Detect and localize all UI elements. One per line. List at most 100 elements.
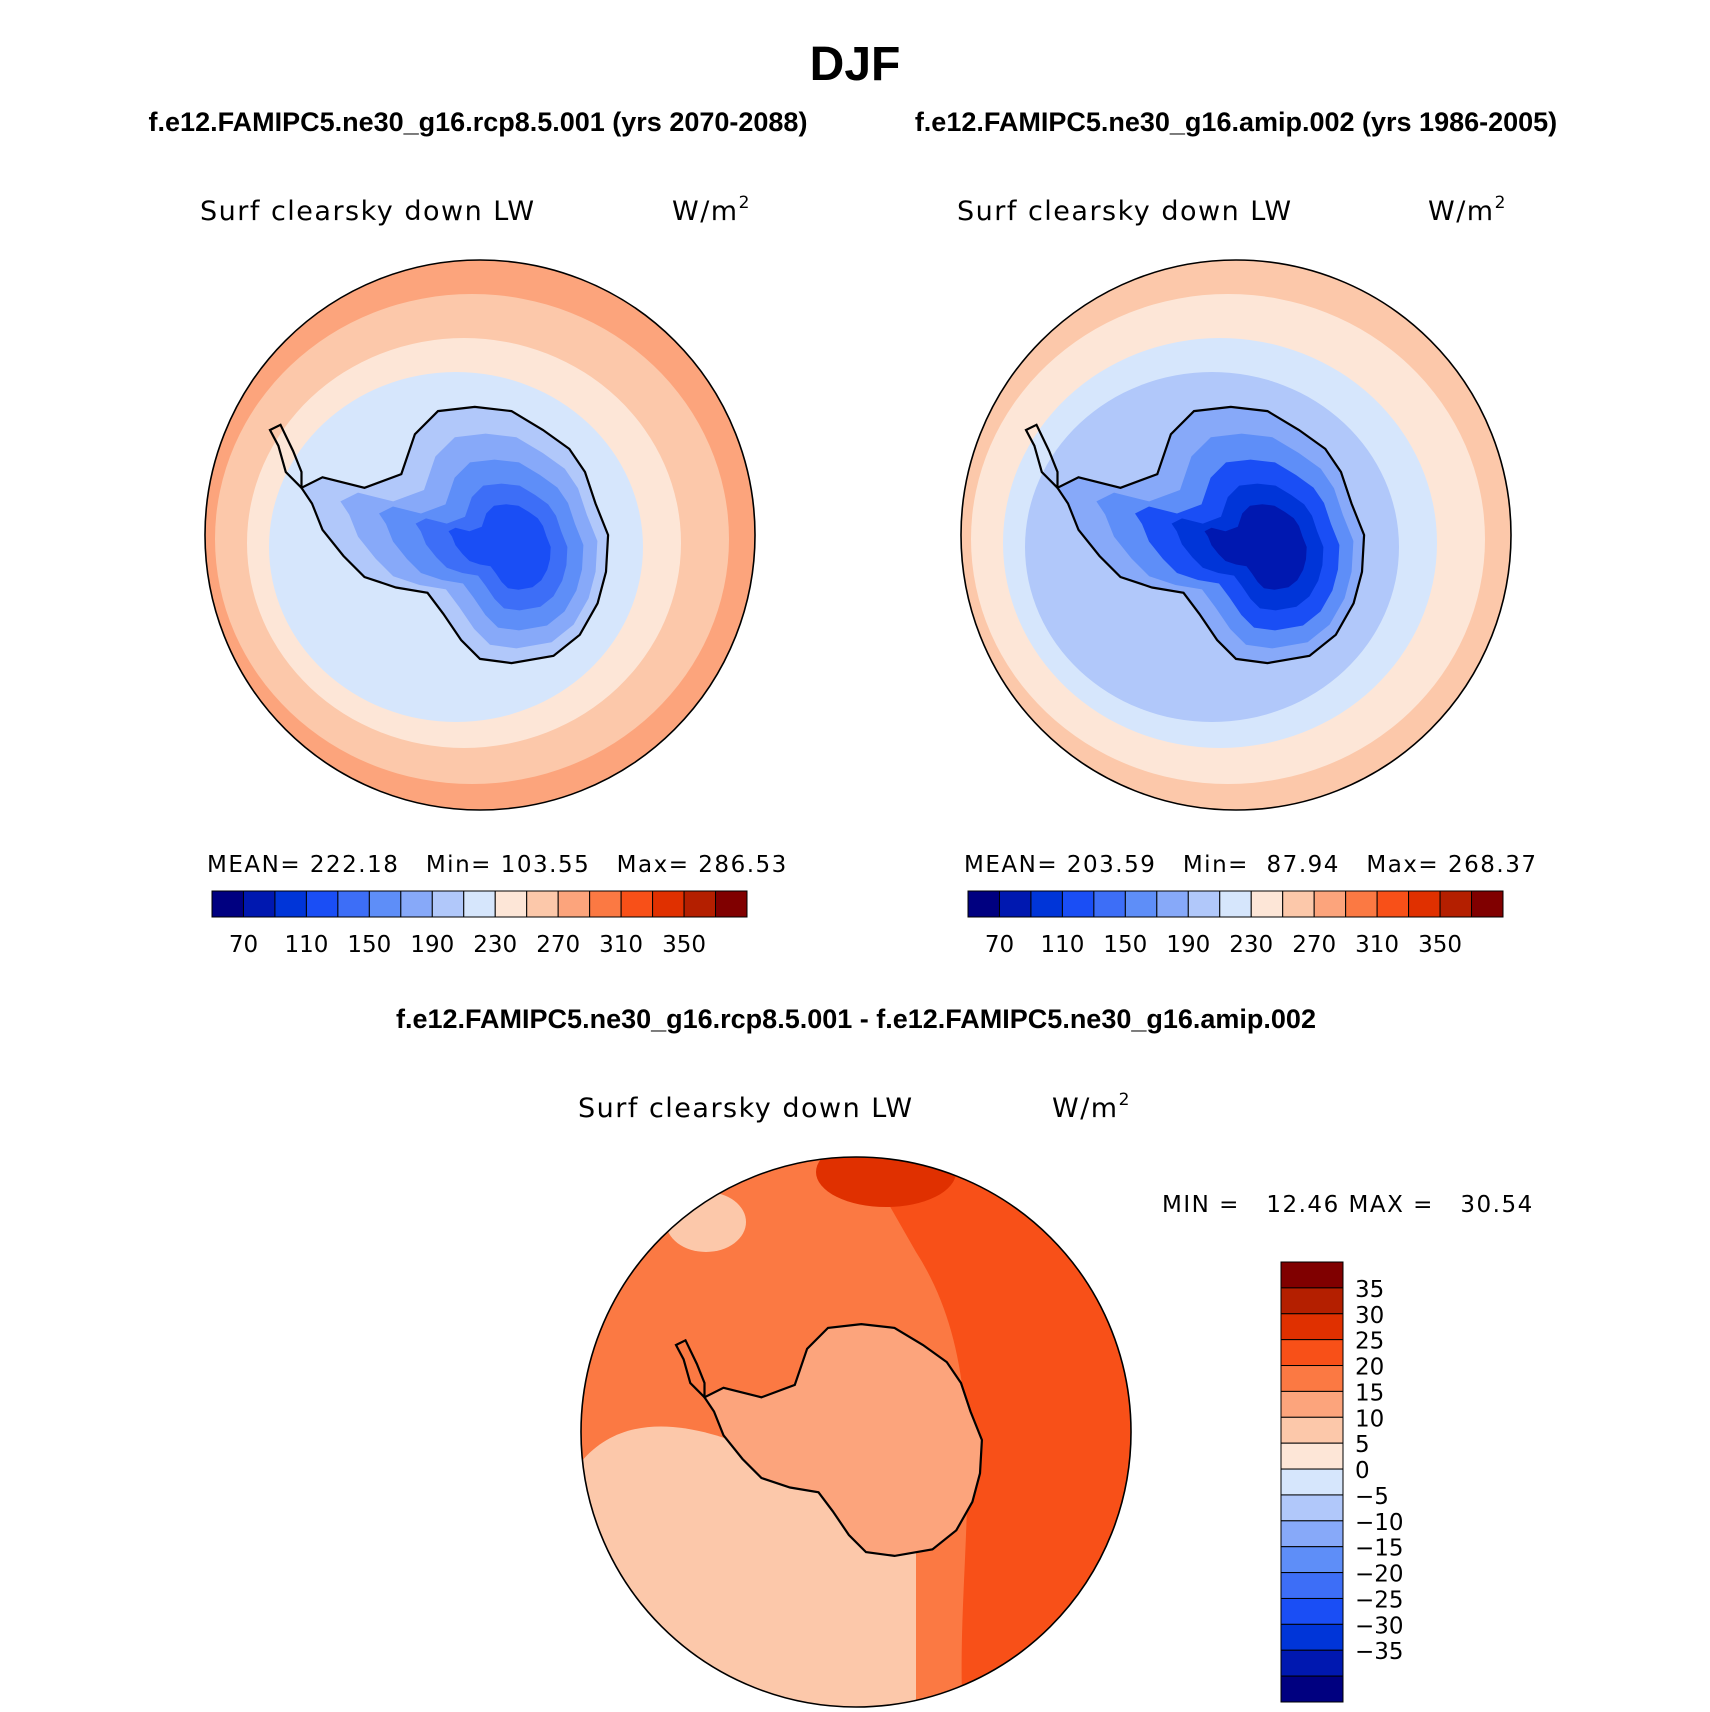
colorbar-diff-tick-label: 35	[1355, 1277, 1384, 1303]
colorbar-diff-tick-label: −15	[1355, 1536, 1404, 1562]
map-diff-coastline	[702, 1322, 984, 1558]
colorbar-right-tick-label: 70	[985, 932, 1014, 958]
case-title-diff: f.e12.FAMIPC5.ne30_g16.rcp8.5.001 - f.e1…	[396, 1004, 1316, 1034]
colorbar-diff-swatch	[1280, 1416, 1344, 1444]
colorbar-left-swatch	[368, 890, 402, 918]
colorbar-left: 70 110 150 190 230 270 310 350	[211, 890, 748, 958]
case-title-right: f.e12.FAMIPC5.ne30_g16.amip.002 (yrs 198…	[915, 107, 1557, 137]
colorbar-left-swatch	[242, 890, 276, 918]
colorbar-diff-tick-label: −25	[1355, 1587, 1404, 1613]
colorbar-left-tick-label: 70	[229, 932, 258, 958]
colorbar-left-tick-label: 230	[473, 932, 517, 958]
colorbar-right-tick-label: 310	[1355, 932, 1399, 958]
map-diff-zone-3	[836, 1157, 1131, 1707]
colorbar-diff-tick-label: 25	[1355, 1329, 1384, 1355]
colorbar-diff-swatch	[1280, 1442, 1344, 1470]
colorbar-left-tick-label: 150	[347, 932, 391, 958]
colorbar-right-swatch	[1345, 890, 1378, 918]
variable-label-left: Surf clearsky down LW	[200, 196, 536, 227]
map-right-zone-8	[1204, 504, 1307, 590]
colorbar-right-swatch	[1376, 890, 1410, 918]
colorbar-diff-tick-label: −10	[1355, 1510, 1404, 1536]
map-diff-peninsula	[674, 1338, 706, 1400]
colorbar-left-swatch	[337, 890, 370, 918]
colorbar-right-swatch	[1156, 890, 1189, 918]
colorbar-diff-swatch	[1280, 1520, 1344, 1548]
colorbar-diff-tick-label: 15	[1355, 1380, 1384, 1406]
map-right-peninsula	[1024, 423, 1059, 491]
colorbar-right-tick-label: 350	[1418, 932, 1462, 958]
map-left-peninsula	[268, 423, 303, 491]
colorbar-left-swatch	[305, 890, 339, 918]
colorbar-right-tick-label: 110	[1040, 932, 1084, 958]
colorbar-right-swatch	[998, 890, 1032, 918]
colorbar-left-swatch	[557, 890, 591, 918]
colorbar-right-swatch	[967, 890, 1000, 918]
colorbar-right-tick-label: 190	[1166, 932, 1210, 958]
colorbar-diff-tick-label: 0	[1355, 1458, 1370, 1484]
colorbar-left-swatch	[494, 890, 528, 918]
colorbar-left-swatch	[431, 890, 465, 918]
colorbar-right-swatch	[1439, 890, 1473, 918]
colorbar-left-swatch	[620, 890, 654, 918]
colorbar-right-swatch	[1093, 890, 1126, 918]
colorbar-diff-swatch	[1280, 1339, 1344, 1367]
colorbar-right-tick-label: 150	[1103, 932, 1147, 958]
colorbar-left-swatch	[211, 890, 244, 918]
colorbar-diff-swatch	[1280, 1313, 1344, 1341]
colorbar-left-swatch	[715, 890, 748, 918]
colorbar-right-swatch	[1030, 890, 1063, 918]
colorbar-diff-tick-label: −20	[1355, 1562, 1404, 1588]
stats-diff: MIN = 12.46 MAX = 30.54	[1162, 1192, 1534, 1218]
colorbar-diff-swatch	[1280, 1494, 1344, 1522]
units-label-diff: W/m2	[1052, 1090, 1131, 1124]
map-diff	[581, 1157, 1131, 1707]
colorbar-diff-swatch	[1280, 1468, 1344, 1496]
colorbar-diff-swatch	[1280, 1261, 1344, 1289]
colorbar-diff-tick-label: 30	[1355, 1303, 1384, 1329]
map-right	[961, 260, 1511, 810]
units-label-right: W/m2	[1428, 193, 1507, 227]
colorbar-right: 70 110 150 190 230 270 310 350	[967, 890, 1504, 958]
colorbar-diff-swatch	[1280, 1390, 1344, 1418]
colorbar-left-tick-label: 270	[536, 932, 580, 958]
colorbar-diff-tick-label: −5	[1355, 1484, 1389, 1510]
colorbar-right-tick-label: 230	[1229, 932, 1273, 958]
colorbar-right-swatch	[1124, 890, 1158, 918]
colorbar-diff-swatch	[1280, 1287, 1344, 1315]
colorbar-right-swatch	[1313, 890, 1347, 918]
colorbar-left-swatch	[683, 890, 717, 918]
colorbar-diff-swatch	[1280, 1546, 1344, 1574]
colorbar-left-tick-label: 110	[284, 932, 328, 958]
colorbar-diff-tick-label: 20	[1355, 1355, 1384, 1381]
map-right-coastline	[1055, 405, 1366, 665]
map-left-zone-8	[448, 504, 551, 590]
colorbar-right-swatch	[1471, 890, 1504, 918]
stats-left: MEAN= 222.18 Min= 103.55 Max= 286.53	[207, 852, 788, 878]
colorbar-right-swatch	[1282, 890, 1315, 918]
colorbar-diff-swatch	[1280, 1649, 1344, 1677]
page-title: DJF	[810, 38, 901, 91]
colorbar-diff-tick-label: 5	[1355, 1432, 1370, 1458]
colorbar-left-swatch	[463, 890, 496, 918]
map-diff-border	[580, 1156, 1132, 1708]
colorbar-left-swatch	[589, 890, 622, 918]
stats-right: MEAN= 203.59 Min= 87.94 Max= 268.37	[964, 852, 1537, 878]
colorbar-diff-tick-label: 10	[1355, 1406, 1384, 1432]
map-right-border	[960, 259, 1512, 811]
colorbar-right-swatch	[1219, 890, 1252, 918]
colorbar-right-swatch	[1061, 890, 1095, 918]
colorbar-left-swatch	[274, 890, 307, 918]
map-left-coastline	[299, 405, 610, 665]
map-left-border	[204, 259, 756, 811]
colorbar-left-swatch	[400, 890, 433, 918]
map-left	[205, 260, 755, 810]
colorbar-right-swatch	[1187, 890, 1221, 918]
colorbar-right-swatch	[1250, 890, 1284, 918]
colorbar-left-swatch	[652, 890, 685, 918]
case-title-left: f.e12.FAMIPC5.ne30_g16.rcp8.5.001 (yrs 2…	[149, 107, 808, 137]
variable-label-diff: Surf clearsky down LW	[578, 1093, 914, 1124]
colorbar-diff-tick-label: −35	[1355, 1639, 1404, 1665]
